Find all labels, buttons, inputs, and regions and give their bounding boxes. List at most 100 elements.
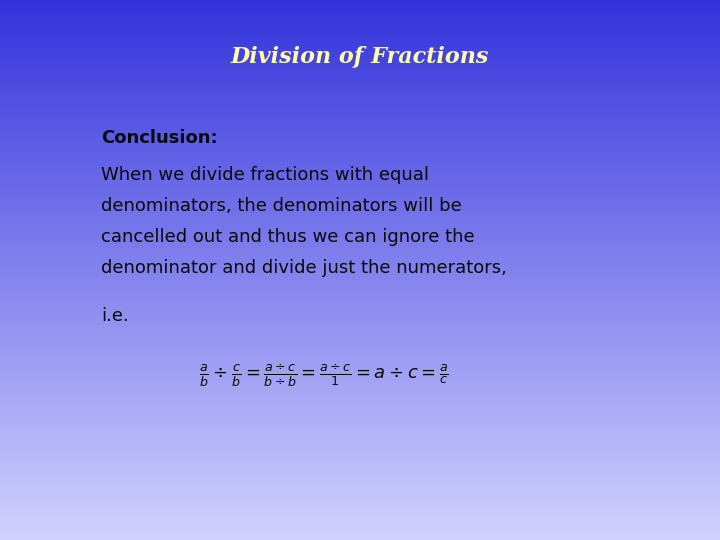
Bar [0, 224, 720, 227]
Bar [0, 521, 720, 524]
Bar [0, 16, 720, 19]
Text: cancelled out and thus we can ignore the: cancelled out and thus we can ignore the [101, 228, 474, 246]
Bar [0, 86, 720, 89]
Bar [0, 308, 720, 310]
Bar [0, 124, 720, 127]
Bar [0, 367, 720, 370]
Bar [0, 429, 720, 432]
Bar [0, 348, 720, 351]
Bar [0, 235, 720, 238]
Bar [0, 111, 720, 113]
Bar [0, 508, 720, 510]
Bar [0, 238, 720, 240]
Bar [0, 216, 720, 219]
Bar [0, 227, 720, 229]
Bar [0, 130, 720, 132]
Text: i.e.: i.e. [101, 307, 129, 325]
Bar [0, 489, 720, 491]
Bar [0, 427, 720, 429]
Bar [0, 408, 720, 410]
Bar [0, 329, 720, 332]
Bar [0, 448, 720, 451]
Bar [0, 462, 720, 464]
Bar [0, 151, 720, 154]
Bar [0, 192, 720, 194]
Bar [0, 27, 720, 30]
Bar [0, 132, 720, 135]
Bar [0, 526, 720, 529]
Bar [0, 316, 720, 319]
Bar [0, 46, 720, 49]
Bar [0, 97, 720, 100]
Bar [0, 289, 720, 292]
Bar [0, 113, 720, 116]
Bar [0, 3, 720, 5]
Bar [0, 194, 720, 197]
Bar [0, 310, 720, 313]
Bar [0, 381, 720, 383]
Bar [0, 73, 720, 76]
Bar [0, 205, 720, 208]
Bar [0, 138, 720, 140]
Bar [0, 524, 720, 526]
Bar [0, 173, 720, 176]
Bar [0, 135, 720, 138]
Bar [0, 446, 720, 448]
Bar [0, 440, 720, 443]
Bar [0, 481, 720, 483]
Bar [0, 89, 720, 92]
Text: $\frac{a}{b} \div \frac{c}{b} = \frac{a \div c}{b \div b} = \frac{a \div c}{1} =: $\frac{a}{b} \div \frac{c}{b} = \frac{a … [199, 362, 449, 388]
Bar [0, 254, 720, 256]
Bar [0, 165, 720, 167]
Bar [0, 230, 720, 232]
Bar [0, 189, 720, 192]
Bar [0, 143, 720, 146]
Bar [0, 424, 720, 427]
Bar [0, 392, 720, 394]
Bar [0, 38, 720, 40]
Bar [0, 375, 720, 378]
Bar [0, 116, 720, 119]
Bar [0, 81, 720, 84]
Text: When we divide fractions with equal: When we divide fractions with equal [101, 166, 429, 185]
Bar [0, 119, 720, 122]
Bar [0, 362, 720, 364]
Text: Division of Fractions: Division of Fractions [231, 46, 489, 68]
Bar [0, 24, 720, 27]
Bar [0, 94, 720, 97]
Bar [0, 537, 720, 540]
Bar [0, 284, 720, 286]
Bar [0, 5, 720, 8]
Bar [0, 359, 720, 362]
Bar [0, 0, 720, 3]
Bar [0, 219, 720, 221]
Bar [0, 416, 720, 418]
Bar [0, 364, 720, 367]
Bar [0, 100, 720, 103]
Bar [0, 478, 720, 481]
Bar [0, 105, 720, 108]
Bar [0, 421, 720, 424]
Bar [0, 157, 720, 159]
Bar [0, 103, 720, 105]
Bar [0, 243, 720, 246]
Text: denominators, the denominators will be: denominators, the denominators will be [101, 197, 462, 215]
Bar [0, 505, 720, 508]
Bar [0, 246, 720, 248]
Bar [0, 472, 720, 475]
Bar [0, 494, 720, 497]
Bar [0, 497, 720, 500]
Bar [0, 65, 720, 68]
Bar [0, 338, 720, 340]
Bar [0, 383, 720, 386]
Bar [0, 68, 720, 70]
Bar [0, 40, 720, 43]
Bar [0, 146, 720, 148]
Bar [0, 176, 720, 178]
Bar [0, 332, 720, 335]
Bar [0, 275, 720, 278]
Bar [0, 78, 720, 81]
Bar [0, 59, 720, 62]
Bar [0, 443, 720, 445]
Bar [0, 300, 720, 302]
